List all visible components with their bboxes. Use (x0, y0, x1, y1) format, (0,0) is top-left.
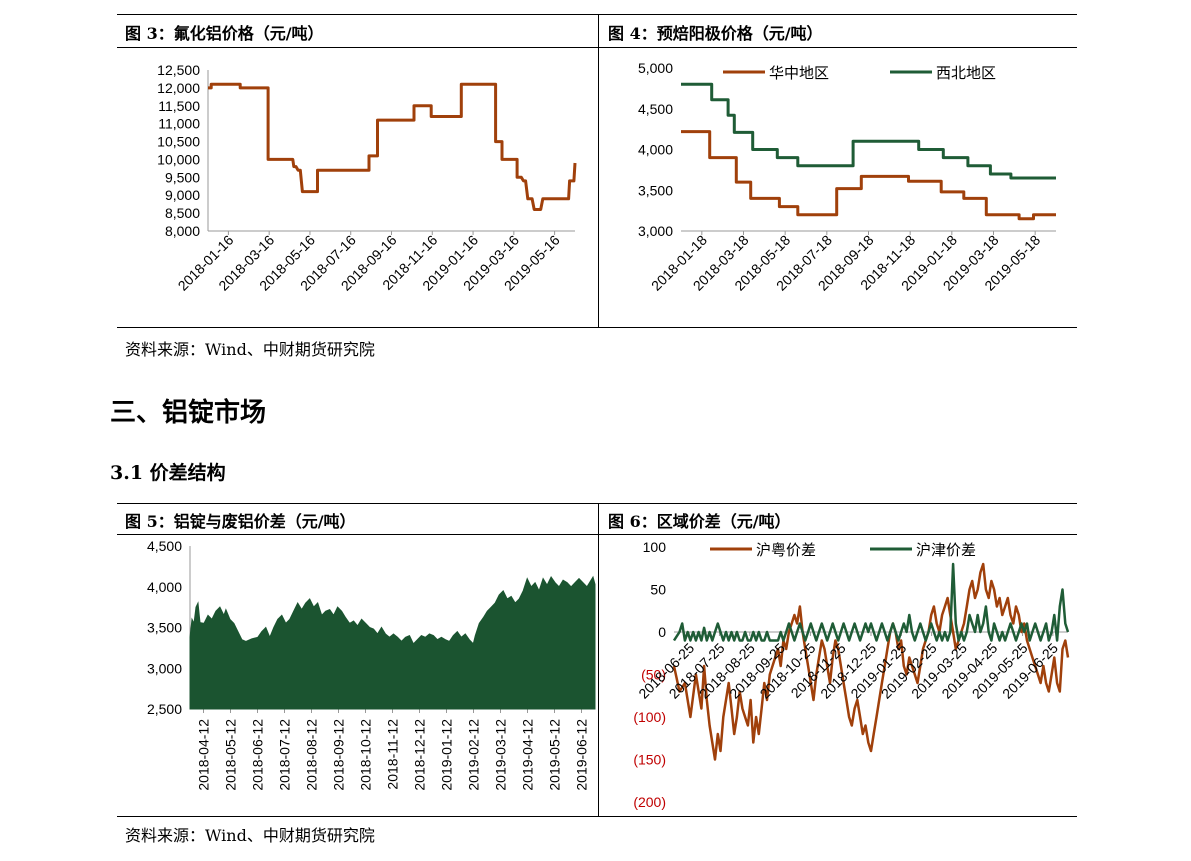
y-tick-label: 9,500 (165, 169, 200, 185)
x-tick-label: 2018-10-12 (358, 719, 374, 791)
title-rule-bottom (117, 534, 1077, 535)
figure-5-title: 图 5：铝锭与废铝价差（元/吨） (125, 512, 356, 531)
column-divider-top (598, 14, 599, 327)
figure-4-series (681, 82, 1056, 221)
subsection-heading: 3.1 价差结构 (110, 462, 226, 484)
y-tick-label: 12,500 (157, 62, 200, 78)
legend-label: 沪粤价差 (756, 541, 816, 559)
figure-3-title: 图 3：氟化铝价格（元/吨） (125, 24, 324, 43)
y-tick-label: 4,500 (147, 538, 182, 554)
source-note-top: 资料来源：Wind、中财期货研究院 (125, 340, 375, 359)
y-tick-label: 4,000 (147, 579, 182, 595)
y-tick-label: 0 (658, 624, 666, 640)
legend-label: 沪津价差 (916, 542, 976, 559)
y-tick-label: 3,000 (638, 223, 673, 239)
y-tick-label: 100 (643, 539, 667, 555)
x-tick-label: 2019-04-12 (520, 719, 536, 791)
y-tick-label: 4,500 (638, 101, 673, 117)
legend-label: 西北地区 (936, 65, 996, 82)
y-tick-label: 11,500 (158, 98, 200, 114)
y-tick-label: 12,000 (157, 80, 200, 96)
x-tick-label: 2019-03-12 (493, 719, 509, 791)
figure-4-title: 图 4：预焙阳极价格（元/吨） (608, 24, 823, 43)
series-line-2 (672, 562, 1070, 642)
y-tick-label: 8,500 (165, 205, 200, 221)
y-tick-label: (100) (633, 709, 666, 725)
figure-3-series (208, 82, 577, 211)
figure-5-ticks: 4,500 4,000 3,500 3,000 2,500 2018-04-12 2018-… (147, 538, 590, 791)
x-tick-label: 2018-11-12 (385, 719, 401, 790)
x-tick-label: 2019-01-12 (439, 719, 455, 791)
figure-4-ticks: 5,0004,5004,0003,5003,0002018-01-182018-… (638, 60, 1043, 294)
series-line-1 (672, 562, 1070, 761)
figure-6-ticks: 100500(50)(100)(150)(200)2018-06-252018-… (633, 539, 1061, 810)
figure-6-series (672, 562, 1070, 761)
figure-3-axes (207, 70, 575, 235)
y-tick-label: 10,500 (157, 134, 200, 150)
section-heading: 三、铝锭市场 (110, 398, 267, 428)
y-tick-label: 9,000 (165, 187, 200, 203)
figure-4-chart: 5,0004,5004,0003,5003,0002018-01-182018-… (638, 60, 1056, 294)
x-tick-label: 2019-06-12 (574, 719, 590, 791)
y-tick-label: 50 (650, 582, 666, 598)
x-tick-label: 2018-06-12 (250, 719, 266, 791)
y-tick-label: 8,000 (165, 223, 200, 239)
figure-6-legend: 沪粤价差 沪津价差 (710, 541, 976, 559)
area-series (189, 575, 596, 710)
x-tick-label: 2018-12-12 (412, 719, 428, 791)
x-tick-label: 2018-09-12 (331, 719, 347, 791)
x-tick-label: 2019-02-12 (466, 719, 482, 791)
column-divider-bottom (598, 503, 599, 816)
figure-4-legend: 华中地区 西北地区 (723, 65, 996, 82)
legend-label: 华中地区 (769, 65, 829, 82)
x-tick-label: 2018-07-12 (277, 719, 293, 791)
top-rule-bottom (117, 503, 1077, 504)
y-tick-label: 2,500 (147, 701, 182, 717)
source-rule-bottom (117, 816, 1077, 817)
series-line-1 (681, 130, 1056, 221)
x-tick-label: 2018-05-12 (223, 719, 239, 791)
x-tick-label: 2019-05-12 (547, 719, 563, 791)
title-rule (117, 47, 1077, 48)
x-tick-label: 2018-08-12 (304, 719, 320, 791)
figure-6-chart: 100500(50)(100)(150)(200)2018-06-252018-… (633, 539, 1070, 810)
y-tick-label: (150) (633, 752, 666, 768)
source-note-bottom: 资料来源：Wind、中财期货研究院 (125, 826, 375, 845)
y-tick-label: 11,000 (158, 116, 200, 132)
y-tick-label: 3,000 (147, 660, 182, 676)
figure-6-title: 图 6：区域价差（元/吨） (608, 512, 791, 531)
y-tick-label: 5,000 (638, 60, 673, 76)
y-tick-label: 10,000 (157, 151, 200, 167)
figure-5-chart: 4,500 4,000 3,500 3,000 2,500 2018-04-12 2018-… (147, 538, 596, 791)
y-tick-label: 3,500 (638, 182, 673, 198)
y-tick-label: 3,500 (147, 620, 182, 636)
source-rule-top (117, 327, 1077, 328)
y-tick-label: 4,000 (638, 142, 673, 158)
series-line-2 (681, 82, 1056, 180)
top-rule (117, 14, 1077, 15)
x-tick-label: 2018-04-12 (196, 719, 212, 791)
figure-4-axes (681, 230, 1056, 235)
figure-5-series (189, 575, 596, 710)
y-tick-label: (200) (633, 794, 666, 810)
y-tick-label: (50) (641, 667, 666, 683)
series-line-1 (208, 82, 577, 211)
